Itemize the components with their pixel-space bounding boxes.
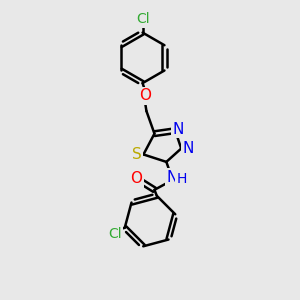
Text: Cl: Cl: [136, 12, 149, 26]
Text: S: S: [132, 147, 142, 162]
Text: N: N: [182, 141, 194, 156]
Text: N: N: [172, 122, 184, 137]
Text: N: N: [167, 170, 178, 185]
Text: H: H: [177, 172, 187, 185]
Text: O: O: [130, 171, 142, 186]
Text: O: O: [139, 88, 151, 103]
Text: Cl: Cl: [108, 226, 122, 241]
